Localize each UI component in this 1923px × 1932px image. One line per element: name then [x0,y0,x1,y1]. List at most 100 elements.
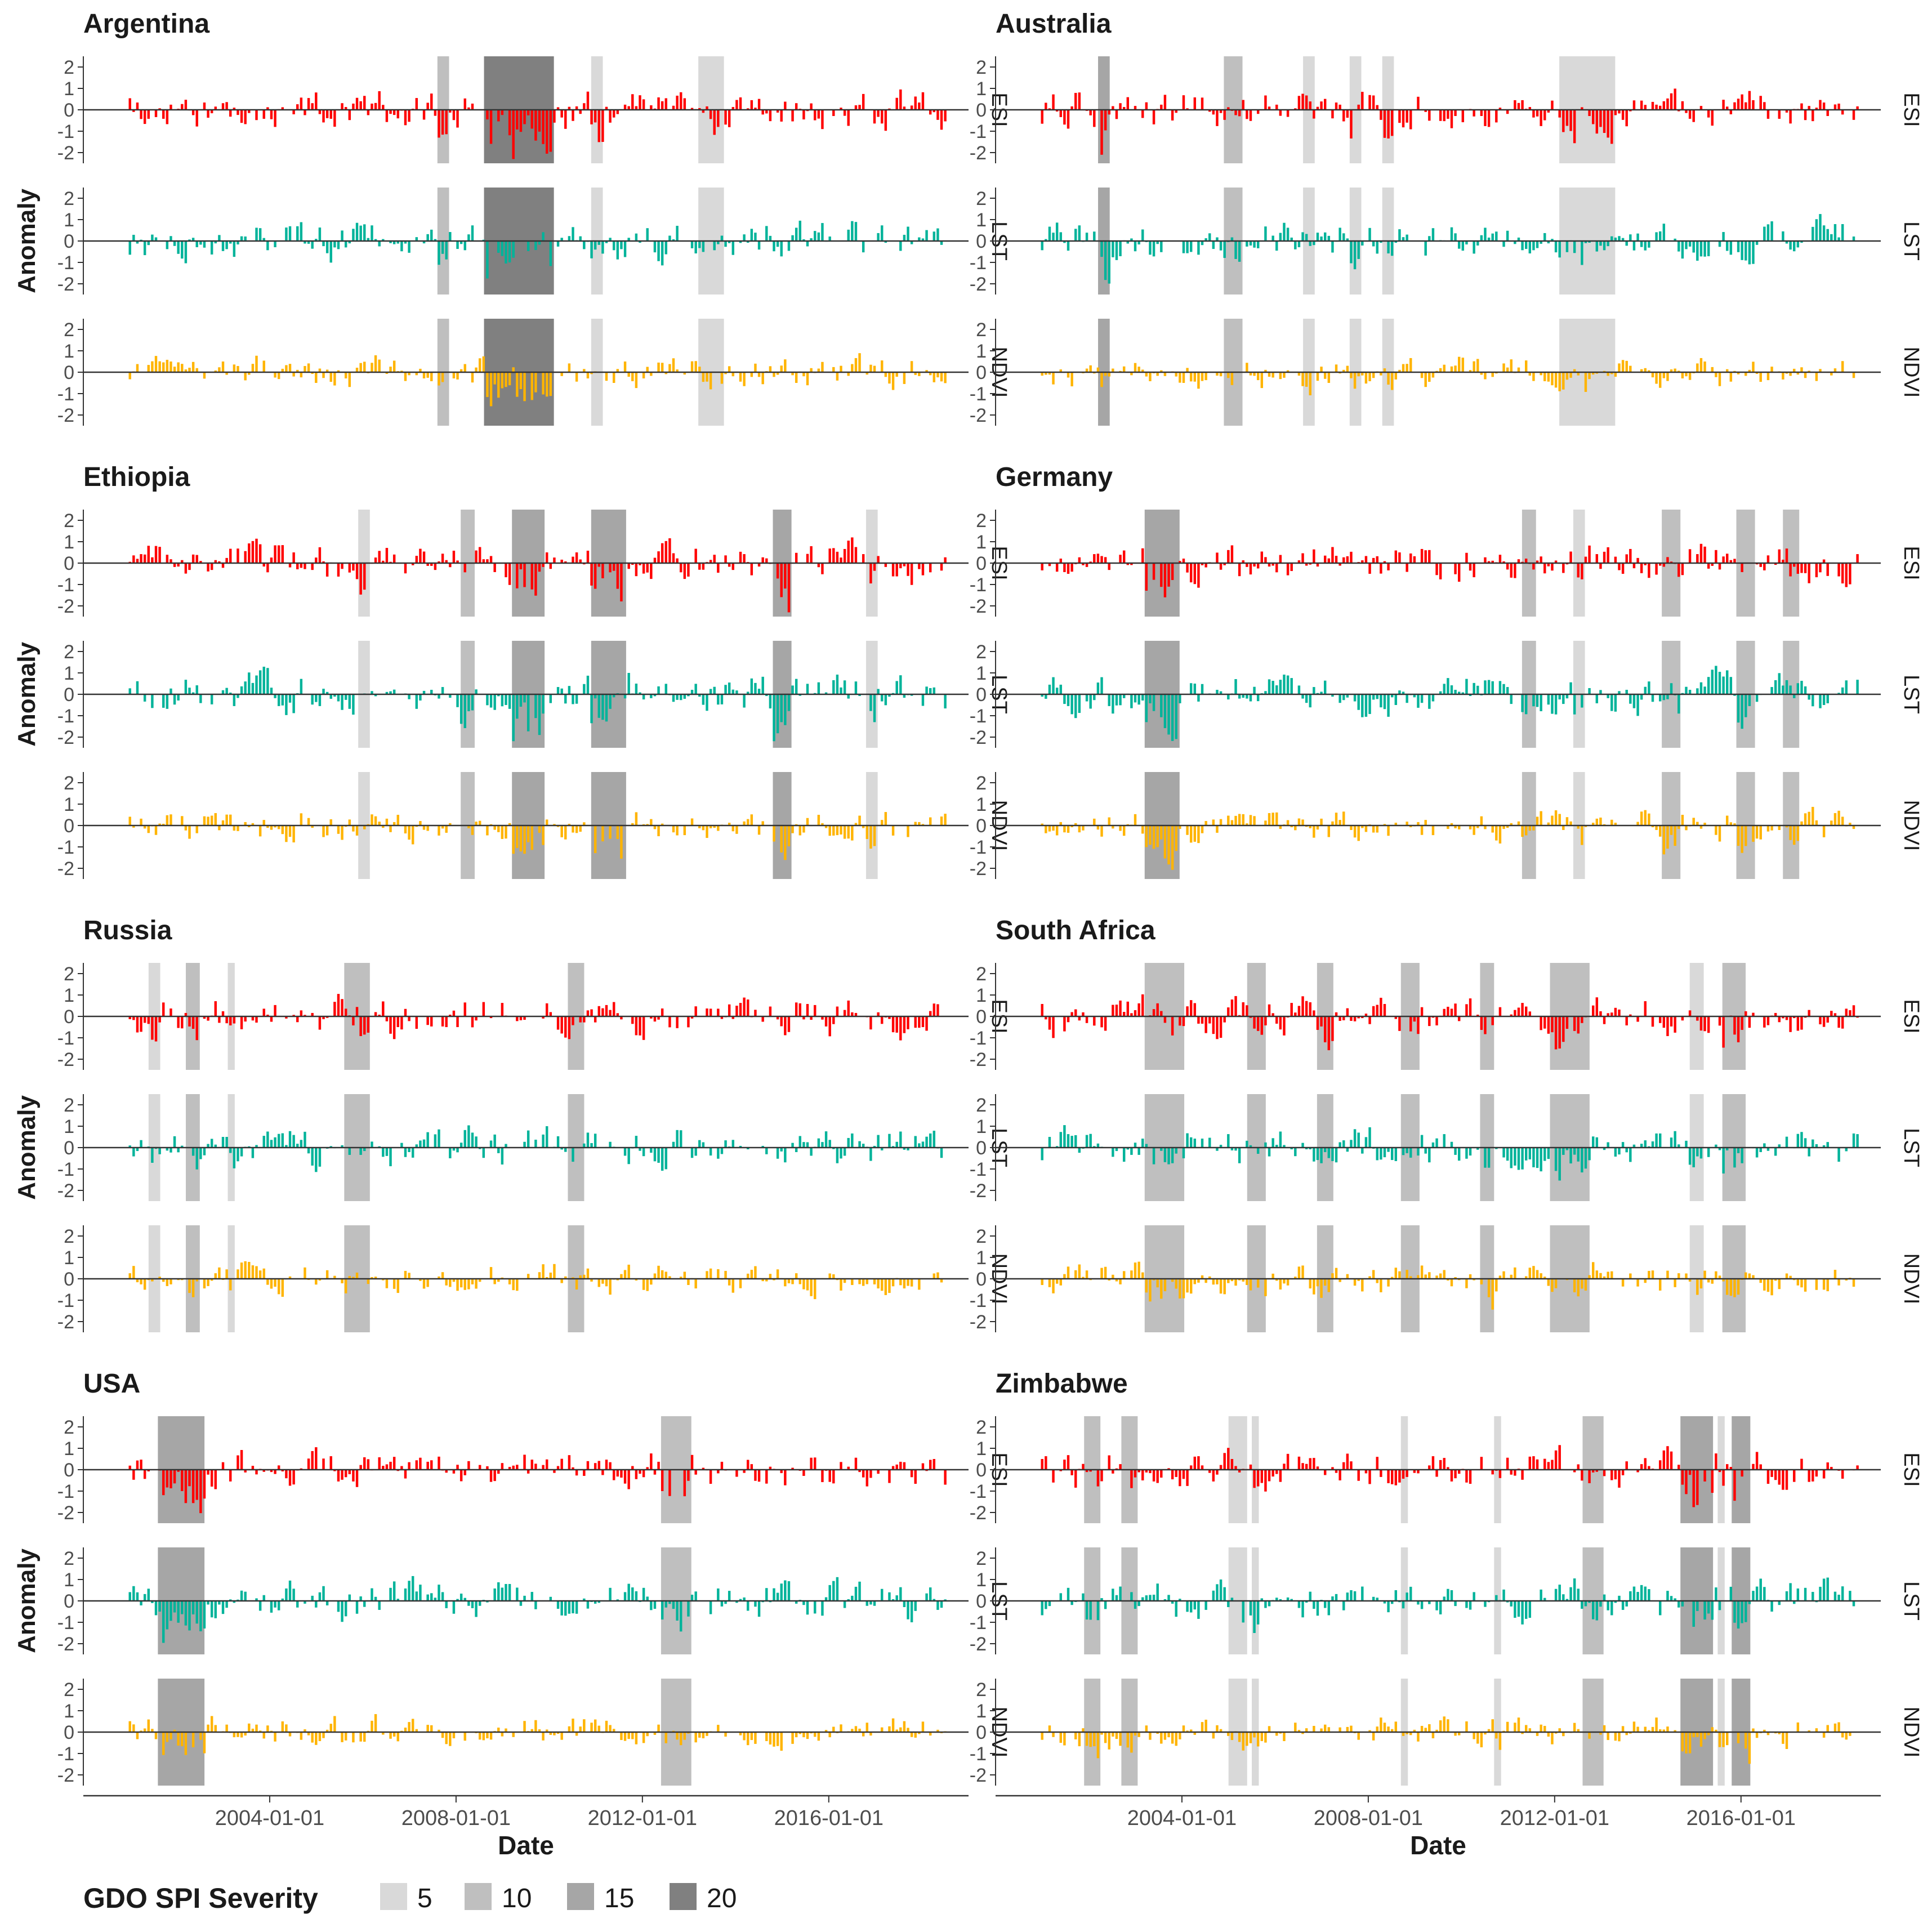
anomaly-bar [1852,237,1855,241]
anomaly-bar [1156,826,1159,847]
anomaly-bar [613,1470,615,1480]
anomaly-bar [382,105,385,110]
anomaly-bar [1041,372,1043,376]
anomaly-bar [1506,826,1509,828]
anomaly-bar [1755,1148,1759,1158]
anomaly-bar [1398,1016,1401,1031]
anomaly-bar [1126,1148,1130,1150]
anomaly-bar [556,826,560,827]
anomaly-bar [177,694,180,701]
anomaly-bar [832,367,835,372]
anomaly-bar [1785,548,1788,563]
anomaly-bar [605,1720,608,1732]
anomaly-bar [1338,820,1341,826]
anomaly-bar [1134,1601,1137,1609]
anomaly-bar [1424,372,1427,387]
anomaly-bar [367,238,370,241]
anomaly-bar [1323,1016,1327,1042]
anomaly-bar [1778,110,1781,119]
anomaly-bar [750,678,753,694]
anomaly-bar [1372,1596,1375,1601]
anomaly-bar [534,372,537,392]
anomaly-bar [452,1732,456,1739]
anomaly-bar [1856,1465,1859,1470]
anomaly-bar [1510,1274,1512,1279]
anomaly-bar [1201,1722,1204,1732]
anomaly-bar [903,1148,906,1150]
anomaly-bar [1833,368,1837,372]
anomaly-bar [1491,372,1494,377]
anomaly-bar [1793,1601,1796,1604]
anomaly-bar [233,364,236,372]
anomaly-bar [1372,826,1375,833]
anomaly-bar [1234,110,1237,115]
y-tick-label: -1 [57,1159,74,1180]
anomaly-bar [497,1279,500,1282]
anomaly-bar [1104,557,1107,563]
anomaly-bar [1316,1148,1319,1161]
anomaly-bar [847,1000,850,1016]
anomaly-bar [1692,1601,1695,1627]
anomaly-bar [374,1714,377,1732]
anomaly-bar [1323,555,1327,563]
anomaly-bar [237,365,239,372]
anomaly-bar [382,1001,385,1016]
anomaly-bar [311,1148,314,1166]
anomaly-bar [1219,241,1222,251]
anomaly-bar [441,1732,444,1738]
anomaly-bar [642,563,645,574]
anomaly-bar [352,1732,355,1743]
anomaly-bar [1439,368,1442,372]
anomaly-bar [1238,563,1241,577]
anomaly-bar [1766,110,1770,119]
anomaly-bar [910,1470,913,1478]
anomaly-bar [1122,826,1126,836]
y-tick-label: 0 [976,1137,987,1159]
anomaly-bar [400,1143,403,1148]
anomaly-bar [288,563,292,568]
anomaly-bar [266,107,269,110]
anomaly-bar [717,241,720,244]
anomaly-bar [188,688,191,694]
anomaly-bar [780,1583,783,1601]
anomaly-bar [1152,1470,1155,1482]
anomaly-bar [1290,826,1293,828]
anomaly-bar [1774,563,1777,565]
anomaly-bar [728,241,731,243]
anomaly-bar [821,563,824,574]
anomaly-bar [1126,563,1130,565]
anomaly-bar [181,560,184,563]
anomaly-bar [434,1134,437,1148]
anomaly-bar [434,110,437,116]
anomaly-bar [214,1725,217,1732]
anomaly-bar [1595,818,1599,826]
y-tick-label: 2 [976,1679,987,1701]
anomaly-bar [1313,687,1315,694]
anomaly-bar [389,1016,392,1034]
anomaly-bar [1699,543,1703,563]
anomaly-bar [1070,1136,1073,1148]
anomaly-bar [731,107,734,110]
anomaly-bar [609,1279,612,1295]
anomaly-bar [1696,688,1699,694]
anomaly-bar [162,110,165,119]
anomaly-bar [1685,110,1688,113]
anomaly-bar [1845,563,1848,587]
anomaly-bar [363,96,366,110]
anomaly-bar [1800,1279,1803,1288]
anomaly-bar [426,372,429,378]
anomaly-bar [538,563,541,572]
anomaly-bar [1770,826,1773,831]
anomaly-bar [1744,1732,1747,1749]
anomaly-bar [1822,1470,1826,1479]
anomaly-bar [1283,1016,1286,1036]
anomaly-bar [304,1015,306,1016]
anomaly-bar [798,826,802,836]
anomaly-bar [214,106,217,110]
anomaly-bar [858,1470,861,1473]
anomaly-bar [1309,1458,1311,1470]
anomaly-bar [1041,694,1043,697]
anomaly-bar [1476,359,1479,372]
anomaly-bar [802,1732,805,1738]
anomaly-bar [1182,1279,1185,1299]
